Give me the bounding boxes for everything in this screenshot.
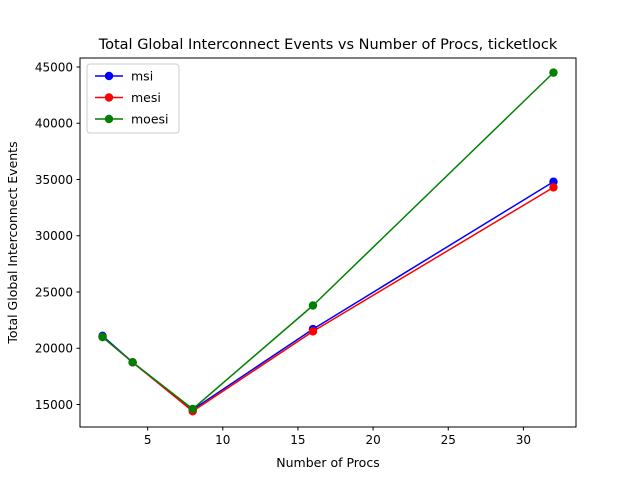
- data-point-mesi: [549, 183, 558, 192]
- series-layer: [98, 68, 558, 416]
- data-point-moesi: [188, 404, 197, 414]
- legend-marker-moesi: [104, 114, 114, 124]
- legend-marker-mesi: [104, 93, 114, 102]
- x-tick-label: 20: [365, 433, 380, 447]
- legend-label-moesi: moesi: [131, 112, 169, 127]
- chart-title: Total Global Interconnect Events vs Numb…: [98, 37, 558, 53]
- x-tick-label: 25: [441, 433, 456, 447]
- data-point-moesi: [98, 332, 107, 342]
- x-tick-label: 5: [144, 433, 152, 447]
- data-point-mesi: [308, 327, 318, 336]
- series-moesi: [98, 68, 558, 414]
- y-tick-label: 45000: [35, 60, 73, 74]
- y-tick-label: 20000: [35, 342, 73, 356]
- data-point-moesi: [128, 358, 137, 367]
- y-tick-label: 40000: [35, 117, 73, 131]
- y-tick-label: 30000: [35, 229, 73, 243]
- x-tick-label: 30: [516, 433, 531, 447]
- y-tick-label: 25000: [35, 285, 73, 299]
- y-axis: 15000 20000 25000 30000 35000 40000 45000: [35, 60, 80, 412]
- legend: msi mesi moesi: [86, 63, 180, 134]
- data-point-moesi: [549, 68, 558, 77]
- y-tick-label: 15000: [35, 398, 73, 412]
- legend-label-mesi: mesi: [131, 90, 161, 105]
- plot-frame: [79, 57, 577, 428]
- x-tick-label: 15: [290, 433, 305, 447]
- x-tick-label: 10: [215, 433, 230, 447]
- x-axis: 5 10 15 20 25 30: [144, 427, 531, 447]
- legend-label-msi: msi: [131, 69, 153, 84]
- x-axis-label: Number of Procs: [276, 455, 379, 470]
- legend-marker-msi: [104, 71, 114, 81]
- y-tick-label: 35000: [35, 173, 73, 187]
- data-point-moesi: [308, 301, 318, 310]
- y-axis-label: Total Global Interconnect Events: [5, 141, 20, 344]
